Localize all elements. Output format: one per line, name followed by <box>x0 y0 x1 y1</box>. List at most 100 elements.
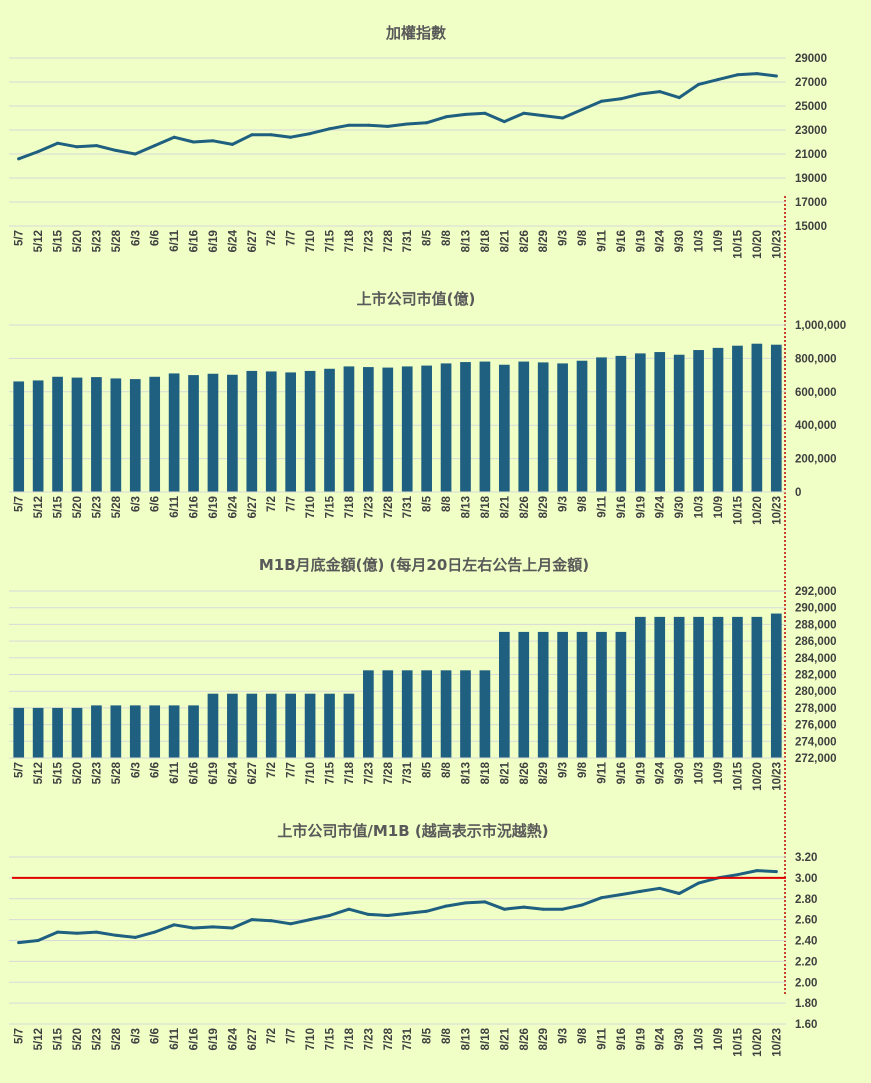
market-cap-x-tick-label: 7/18 <box>344 495 356 518</box>
market-cap-x-tick-label: 9/30 <box>674 496 686 518</box>
ratio-y-tick-label: 3.20 <box>795 852 817 864</box>
m1b-bar <box>693 616 704 758</box>
market-cap-x-tick-label: 10/9 <box>713 496 725 518</box>
market-cap-x-tick-label: 10/23 <box>771 496 783 525</box>
m1b-bar <box>129 705 141 758</box>
market-cap-x-tick-label: 8/8 <box>441 495 453 512</box>
ratio-x-tick-label: 10/23 <box>771 1028 783 1057</box>
taiex-x-tick-label: 8/13 <box>461 230 473 252</box>
taiex-data-point <box>755 72 759 76</box>
market-cap-y-tick-label: 800,000 <box>795 353 837 365</box>
m1b-x-tick-label: 5/7 <box>14 762 26 778</box>
m1b-x-tick-label: 5/12 <box>33 762 45 784</box>
taiex-data-point <box>677 96 681 100</box>
market-cap-bar <box>732 345 743 492</box>
m1b-y-tick-label: 288,000 <box>795 619 837 631</box>
taiex-data-point <box>114 148 118 152</box>
m1b-bar <box>498 631 510 758</box>
taiex-x-tick-label: 10/9 <box>713 230 725 252</box>
ratio-y-tick-label: 2.60 <box>795 915 817 927</box>
taiex-x-tick-label: 10/20 <box>752 230 764 259</box>
taiex-x-tick-label: 8/5 <box>422 229 434 246</box>
ratio-data-point <box>94 930 98 934</box>
ratio-data-point <box>153 930 157 934</box>
m1b-chart-title: M1B月底金額(億) (每月20日左右公告上月金額) <box>259 556 589 574</box>
ratio-y-tick-label: 2.80 <box>795 894 817 906</box>
m1b-x-tick-label: 6/6 <box>150 762 162 778</box>
m1b-chart: 272,000 274,000 276,000 278,000 280,000 282,0… <box>9 586 837 791</box>
m1b-x-tick-label: 9/3 <box>558 762 570 778</box>
ratio-x-tick-label: 8/8 <box>441 1027 453 1044</box>
ratio-data-point <box>192 926 196 930</box>
market-cap-x-tick-label: 6/3 <box>130 496 142 512</box>
m1b-x-tick-label: 8/5 <box>422 761 434 778</box>
ratio-data-point <box>735 873 739 877</box>
ratio-x-tick-label: 5/28 <box>111 1027 123 1050</box>
market-cap-bar <box>91 377 102 492</box>
ratio-y-tick-label: 2.20 <box>795 956 817 968</box>
market-cap-x-tick-label: 9/8 <box>577 495 589 512</box>
ratio-x-tick-label: 7/31 <box>402 1027 414 1050</box>
ratio-x-tick-label: 10/20 <box>752 1028 764 1057</box>
market-cap-bar <box>343 366 355 492</box>
taiex-data-point <box>366 123 370 127</box>
taiex-data-point <box>289 135 293 139</box>
ratio-data-point <box>697 881 701 885</box>
m1b-bar <box>479 670 491 758</box>
ratio-x-tick-label: 5/15 <box>53 1027 65 1050</box>
ratio-x-tick-label: 6/3 <box>130 1028 142 1044</box>
m1b-x-tick-label: 7/15 <box>325 761 337 784</box>
m1b-x-tick-label: 8/26 <box>519 762 531 784</box>
taiex-chart-title: 加權指數 <box>385 24 446 42</box>
market-cap-x-tick-label: 10/20 <box>752 496 764 525</box>
taiex-data-point <box>658 90 662 94</box>
taiex-x-tick-label: 9/3 <box>558 230 570 246</box>
m1b-x-tick-label: 6/3 <box>130 762 142 778</box>
taiex-data-point <box>483 111 487 115</box>
market-cap-x-tick-label: 7/31 <box>402 495 414 518</box>
market-cap-x-tick-label: 9/11 <box>597 495 609 517</box>
taiex-x-tick-label: 9/24 <box>655 229 667 252</box>
taiex-data-point <box>153 144 157 148</box>
m1b-bar <box>324 693 335 758</box>
m1b-bar <box>460 670 471 758</box>
ratio-x-tick-label: 8/13 <box>461 1028 473 1050</box>
market-cap-bar <box>518 361 530 492</box>
ratio-data-point <box>75 931 79 935</box>
market-cap-x-tick-label: 10/3 <box>694 496 706 518</box>
ratio-x-tick-label: 10/9 <box>713 1028 725 1050</box>
taiex-x-tick-label: 7/18 <box>344 229 356 252</box>
m1b-x-tick-label: 7/7 <box>286 762 298 778</box>
ratio-chart-title: 上市公司市值/M1B (越高表示市況越熱) <box>277 822 548 840</box>
ratio-x-tick-label: 9/16 <box>616 1028 628 1050</box>
m1b-x-tick-label: 9/19 <box>635 762 647 784</box>
m1b-x-tick-label: 10/3 <box>694 762 706 784</box>
market-cap-bar <box>32 380 44 492</box>
taiex-chart: 15000 17000 19000 21000 23000 25000 27000 29000… <box>9 53 827 259</box>
market-cap-bar <box>712 347 724 492</box>
market-cap-x-tick-label: 6/27 <box>247 496 259 518</box>
taiex-x-tick-label: 6/11 <box>169 229 181 251</box>
market-cap-x-tick-label: 7/28 <box>383 495 395 518</box>
taiex-x-tick-label: 7/10 <box>305 230 317 252</box>
market-cap-y-tick-label: 600,000 <box>795 387 837 399</box>
market-cap-bar <box>615 355 627 492</box>
m1b-x-tick-label: 8/13 <box>461 762 473 784</box>
market-cap-chart: 0 200,000 400,000 600,000 800,000 1,000,000 5/… <box>9 320 846 525</box>
market-cap-x-tick-label: 10/15 <box>732 495 744 524</box>
taiex-x-tick-label: 7/31 <box>402 229 414 252</box>
ratio-data-point <box>328 913 332 917</box>
market-cap-y-tick-label: 0 <box>795 487 801 499</box>
m1b-x-tick-label: 10/9 <box>713 762 725 784</box>
m1b-bar <box>634 616 646 758</box>
m1b-x-tick-label: 10/15 <box>732 761 744 790</box>
market-cap-bar <box>304 370 316 492</box>
taiex-x-tick-label: 8/18 <box>480 229 492 252</box>
ratio-data-point <box>405 911 409 915</box>
market-cap-bar <box>751 343 763 492</box>
ratio-x-tick-label: 5/12 <box>33 1028 45 1050</box>
taiex-x-tick-label: 5/15 <box>53 229 65 252</box>
taiex-y-tick-label: 19000 <box>795 173 827 185</box>
m1b-x-tick-label: 5/28 <box>111 761 123 784</box>
ratio-y-tick-label: 1.80 <box>795 998 817 1010</box>
